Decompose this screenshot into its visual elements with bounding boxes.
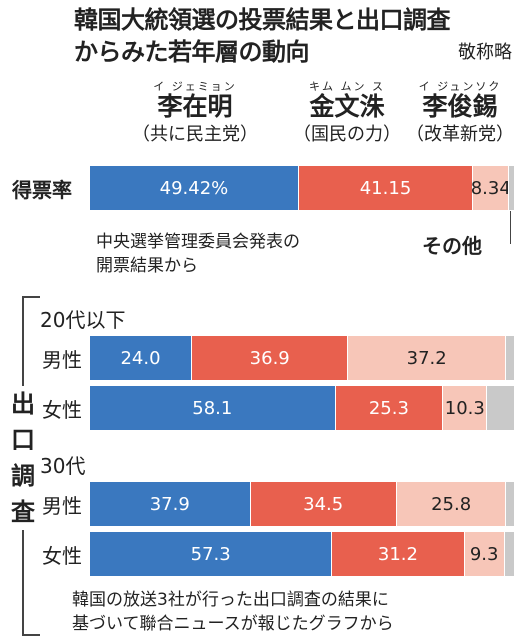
row-label-20s-female: 女性 — [42, 398, 82, 422]
exit-poll-char-4: 査 — [11, 498, 35, 526]
bar-20s-female: 58.1 25.3 10.3 — [90, 386, 514, 430]
bracket-bottom-tick — [22, 634, 40, 636]
group1-row1-value-label-lee-jae-myung: 57.3 — [190, 543, 231, 565]
survey-source-line-1: 韓国の放送3社が行った出口調査の結果に — [72, 590, 389, 610]
vote-source-note: 中央選挙管理委員会発表の 開票結果から — [96, 230, 300, 278]
group0-row1-value-label-lee-jae-myung: 58.1 — [192, 397, 233, 419]
group1-row0-segment-kim-moon-soo: 34.5 — [249, 482, 396, 526]
vote-source-line-1: 中央選挙管理委員会発表の — [96, 232, 300, 252]
row-label-20s-male: 男性 — [42, 348, 82, 372]
group1-row1-segment-lee-jae-myung: 57.3 — [90, 532, 332, 576]
bar-30s-female: 57.3 31.2 9.3 — [90, 532, 514, 576]
group1-row0-value-label-lee-jun-seok: 25.8 — [431, 493, 472, 515]
group1-row0-segment-other — [505, 482, 514, 526]
group1-row1-segment-kim-moon-soo: 31.2 — [331, 532, 464, 576]
vote-result-bar: 49.42% 41.15 8.34 — [90, 166, 515, 210]
group1-row1-value-label-kim-moon-soo: 31.2 — [377, 543, 418, 565]
title-line-1: 韓国大統領選の投票結果と出口調査 — [74, 6, 451, 34]
bar-30s-male: 37.9 34.5 25.8 — [90, 482, 514, 526]
group1-row0-segment-lee-jae-myung: 37.9 — [90, 482, 250, 526]
group0-row0-value-label-lee-jae-myung: 24.0 — [120, 347, 161, 369]
survey-source-note: 韓国の放送3社が行った出口調査の結果に 基づいて聯合ニュースが報じたグラフから — [72, 588, 394, 636]
candidate-3-ruby: イ ジュンソク — [418, 80, 502, 93]
group0-row1-segment-kim-moon-soo: 25.3 — [334, 386, 443, 430]
group0-row1-segment-other — [486, 386, 514, 430]
group1-row0-segment-lee-jun-seok: 25.8 — [395, 482, 506, 526]
bracket-top-tick — [22, 296, 40, 298]
group-label-20s: 20代以下 — [40, 308, 126, 332]
honorific-note: 敬称略 — [458, 42, 512, 63]
bar-20s-male: 24.0 36.9 37.2 — [90, 336, 514, 380]
exit-poll-char-2: 口 — [11, 426, 35, 454]
row-label-30s-male: 男性 — [42, 494, 82, 518]
vote-value-label-lee-jae-myung: 49.42% — [159, 177, 229, 199]
vote-source-line-2: 開票結果から — [96, 256, 198, 276]
group0-row1-segment-lee-jun-seok: 10.3 — [442, 386, 487, 430]
vote-value-label-lee-jun-seok: 8.34 — [470, 177, 511, 199]
exit-poll-label: 出 口 調 査 — [8, 386, 38, 530]
group1-row0-value-label-kim-moon-soo: 34.5 — [303, 493, 344, 515]
other-label: その他 — [422, 234, 482, 258]
vote-segment-lee-jae-myung: 49.42% — [90, 166, 298, 210]
group0-row0-segment-lee-jae-myung: 24.0 — [90, 336, 192, 380]
survey-source-line-2: 基づいて聯合ニュースが報じたグラフから — [72, 614, 394, 634]
group0-row0-value-label-lee-jun-seok: 37.2 — [406, 347, 447, 369]
exit-poll-char-3: 調 — [11, 462, 35, 490]
chart-title: 韓国大統領選の投票結果と出口調査 からみた若年層の動向 — [74, 4, 451, 68]
row-label-30s-female: 女性 — [42, 544, 82, 568]
exit-poll-char-1: 出 — [11, 390, 35, 418]
group0-row1-value-label-lee-jun-seok: 10.3 — [444, 397, 485, 419]
candidate-3-party: （改革新党） — [406, 124, 514, 145]
candidate-3: イ ジュンソク 李俊錫 （改革新党） — [396, 78, 524, 148]
vote-value-label-kim-moon-soo: 41.15 — [359, 177, 412, 199]
other-leader-line — [510, 211, 511, 244]
group1-row1-segment-other — [503, 532, 514, 576]
vote-row-label: 得票率 — [12, 178, 72, 202]
group0-row0-segment-kim-moon-soo: 36.9 — [191, 336, 348, 380]
candidate-3-name: 李俊錫 — [422, 92, 498, 121]
vote-segment-lee-jun-seok: 8.34 — [470, 166, 511, 210]
group0-row0-segment-lee-jun-seok: 37.2 — [347, 336, 505, 380]
candidate-2: キム ムン ス 金文洙 （国民の力） — [282, 78, 412, 148]
candidate-1-ruby: イ ジェミョン — [153, 80, 237, 93]
vote-segment-kim-moon-soo: 41.15 — [297, 166, 473, 210]
candidate-1-party: （共に民主党） — [132, 124, 258, 145]
group0-row1-value-label-kim-moon-soo: 25.3 — [368, 397, 409, 419]
group0-row0-value-label-kim-moon-soo: 36.9 — [249, 347, 290, 369]
candidate-2-party: （国民の力） — [293, 124, 401, 145]
group-label-30s: 30代 — [40, 454, 86, 478]
vote-segment-other — [508, 166, 515, 210]
group1-row1-segment-lee-jun-seok: 9.3 — [463, 532, 504, 576]
candidate-2-name: 金文洙 — [309, 92, 385, 121]
candidate-1: イ ジェミョン 李在明 （共に民主党） — [130, 78, 260, 148]
candidate-2-ruby: キム ムン ス — [309, 80, 385, 93]
group1-row1-value-label-lee-jun-seok: 9.3 — [469, 543, 499, 565]
group1-row0-value-label-lee-jae-myung: 37.9 — [149, 493, 190, 515]
group0-row0-segment-other — [505, 336, 514, 380]
candidate-1-name: 李在明 — [157, 92, 233, 121]
title-line-2: からみた若年層の動向 — [74, 38, 310, 66]
group0-row1-segment-lee-jae-myung: 58.1 — [90, 386, 335, 430]
